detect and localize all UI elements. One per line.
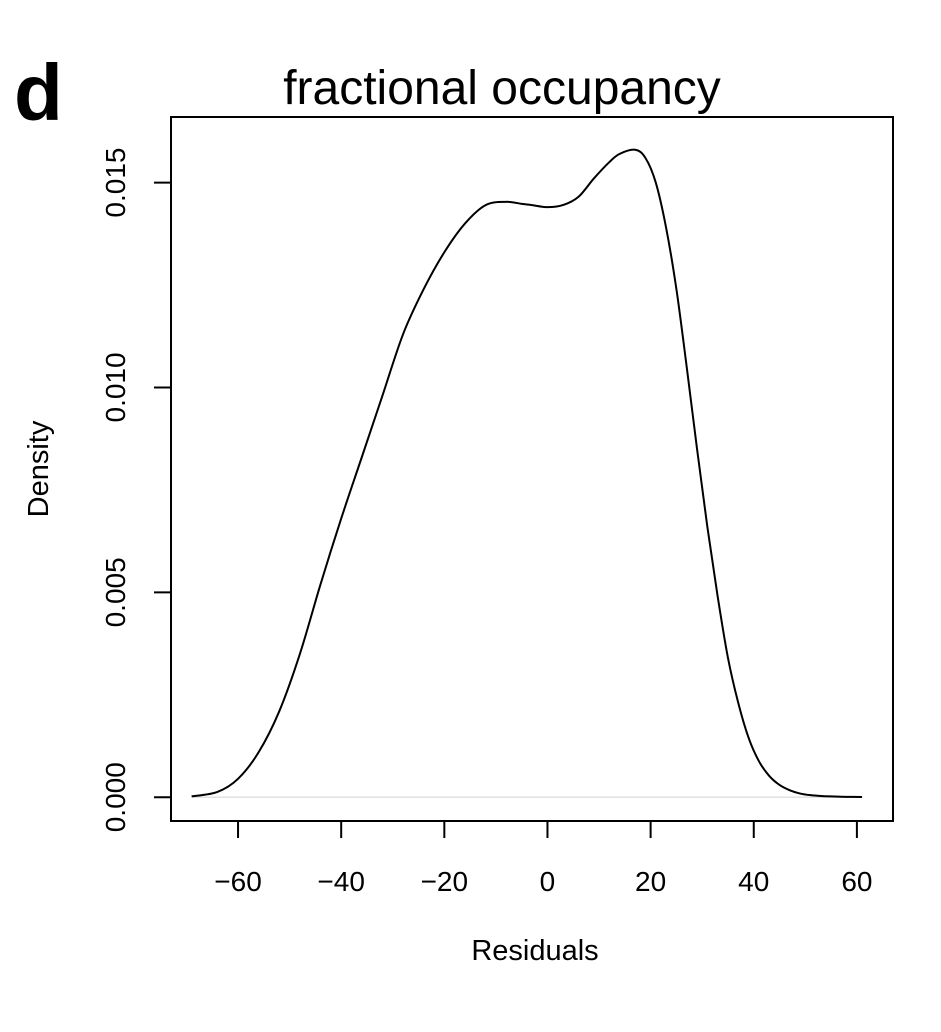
y-axis-label: Density [23,420,55,517]
y-tick-label: 0.000 [100,762,131,832]
x-axis-label: Residuals [471,935,598,967]
y-tick-label: 0.015 [100,148,131,218]
density-curve [191,148,863,799]
x-tick-label: −40 [317,866,365,897]
x-tick-label: −60 [214,866,262,897]
y-tick-label: 0.005 [100,557,131,627]
plot-frame [170,116,894,822]
x-tick-label: 60 [841,866,872,897]
x-tick-label: 0 [540,866,556,897]
y-tick-label: 0.010 [100,352,131,422]
x-tick-label: −20 [421,866,469,897]
x-tick-label: 20 [635,866,666,897]
chart-title: fractional occupancy [283,62,721,115]
panel-letter: d [14,48,63,137]
x-tick-label: 40 [738,866,769,897]
